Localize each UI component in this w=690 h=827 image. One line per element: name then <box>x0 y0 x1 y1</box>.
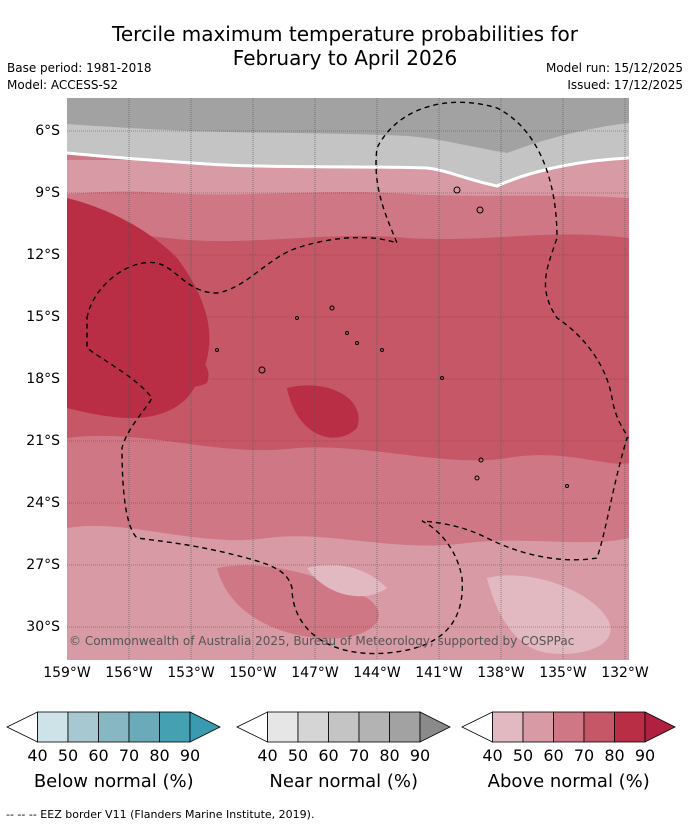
region-60-70-south <box>217 565 379 639</box>
colorbar-segment <box>358 711 390 743</box>
map-title: Tercile maximum temperature probabilitie… <box>0 22 690 70</box>
islands <box>215 186 569 488</box>
lat-label: 18°S <box>26 371 60 387</box>
lat-label: 12°S <box>26 247 60 263</box>
lat-label: 30°S <box>26 619 60 635</box>
colorbar-segment <box>389 711 421 743</box>
lat-label: 9°S <box>35 185 60 201</box>
colorbar-tick-label: 60 <box>88 746 109 765</box>
colorbars <box>6 711 676 743</box>
map-svg <box>67 98 629 660</box>
lon-label: 147°W <box>291 665 339 681</box>
colorbar-left-arrow <box>461 711 493 743</box>
lon-label: 135°W <box>539 665 587 681</box>
lat-label: 21°S <box>26 433 60 449</box>
colorbar-segment <box>553 711 585 743</box>
colorbar-segment <box>583 711 615 743</box>
lat-label: 6°S <box>35 123 60 139</box>
colorbar-segment <box>98 711 130 743</box>
colorbar-tick-label: 60 <box>318 746 339 765</box>
colorbar-segment <box>67 711 99 743</box>
lon-label: 138°W <box>477 665 525 681</box>
near-normal-90 <box>67 98 629 153</box>
colorbar-title: Above normal (%) <box>487 771 650 792</box>
issued-date: Issued: 17/12/2025 <box>567 78 683 92</box>
lon-label: 132°W <box>601 665 649 681</box>
lat-label: 24°S <box>26 495 60 511</box>
colorbar-segment <box>159 711 191 743</box>
region-40-50-s <box>307 564 387 597</box>
colorbar-segment <box>614 711 646 743</box>
colorbar-tick-label: 70 <box>118 746 140 765</box>
colorbar-segment <box>297 711 329 743</box>
lat-label: 15°S <box>26 309 60 325</box>
region-80-90-central <box>287 385 359 438</box>
colorbar-tick-label: 90 <box>634 746 656 765</box>
colorbar-right-arrow <box>419 711 451 743</box>
colorbar-title: Near normal (%) <box>269 771 419 792</box>
model-run: Model run: 15/12/2025 <box>545 61 683 75</box>
colorbar-tick-label: 80 <box>379 746 400 765</box>
lon-label: 159°W <box>43 665 91 681</box>
colorbar-segment <box>492 711 524 743</box>
meta-left: Base period: 1981-2018 Model: ACCESS-S2 <box>7 60 152 94</box>
title-line-2: February to April 2026 <box>232 46 458 70</box>
white-boundary <box>67 151 629 188</box>
colorbar-segment <box>128 711 160 743</box>
probability-map <box>67 98 629 660</box>
region-40-50-se <box>487 575 611 654</box>
colorbar-tick-label: 90 <box>179 746 201 765</box>
colorbar-tick-label: 40 <box>482 746 503 765</box>
colorbar-tick-label: 80 <box>604 746 625 765</box>
colorbar-title: Below normal (%) <box>33 771 194 792</box>
colorbar-tick-label: 40 <box>257 746 278 765</box>
colorbar-segment <box>267 711 299 743</box>
colorbar-tick-label: 80 <box>149 746 170 765</box>
colorbar-tick-label: 60 <box>543 746 564 765</box>
model-name: Model: ACCESS-S2 <box>7 78 119 92</box>
base-period: Base period: 1981-2018 <box>7 61 152 75</box>
colorbar-segment <box>522 711 554 743</box>
colorbar-tick-label: 40 <box>27 746 48 765</box>
colorbar-left-arrow <box>236 711 268 743</box>
colorbar-tick-label: 50 <box>512 746 534 765</box>
eez-footnote: -- -- -- EEZ border V11 (Flanders Marine… <box>6 808 315 821</box>
colorbar-left-arrow <box>6 711 38 743</box>
meta-right: Model run: 15/12/2025 Issued: 17/12/2025 <box>546 60 683 94</box>
colorbar-tick-label: 70 <box>573 746 595 765</box>
colorbar-right-arrow <box>189 711 221 743</box>
lon-label: 153°W <box>167 665 215 681</box>
colorbar-tick-label: 50 <box>287 746 309 765</box>
colorbar-tick-label: 90 <box>409 746 431 765</box>
colorbar-tick-label: 50 <box>57 746 79 765</box>
eez-border <box>86 101 629 655</box>
lon-label: 156°W <box>105 665 153 681</box>
lon-label: 141°W <box>415 665 463 681</box>
copyright-notice: © Commonwealth of Australia 2025, Bureau… <box>69 634 575 648</box>
gridlines <box>67 98 629 660</box>
colorbar-right-arrow <box>644 711 676 743</box>
region-80-90-patch <box>147 347 209 387</box>
title-line-1: Tercile maximum temperature probabilitie… <box>112 22 578 46</box>
colorbar-segment <box>37 711 69 743</box>
colorbar-tick-label: 70 <box>348 746 370 765</box>
lat-label: 27°S <box>26 557 60 573</box>
colorbar-segment <box>328 711 360 743</box>
lon-label: 150°W <box>229 665 277 681</box>
lon-label: 144°W <box>353 665 401 681</box>
